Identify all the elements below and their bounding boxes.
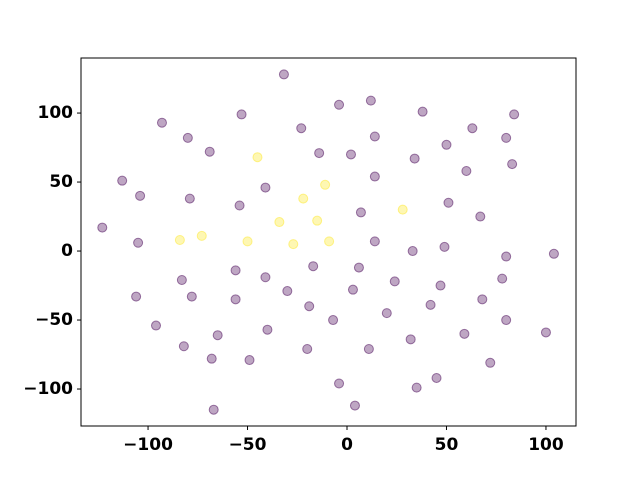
scatter-point bbox=[252, 152, 263, 163]
scatter-point bbox=[151, 320, 162, 331]
scatter-point bbox=[208, 404, 219, 415]
scatter-point bbox=[230, 294, 241, 305]
scatter-point bbox=[244, 355, 255, 366]
scatter-point bbox=[407, 246, 418, 257]
scatter-point bbox=[389, 276, 400, 287]
scatter-point bbox=[334, 378, 345, 389]
scatter-point bbox=[242, 236, 253, 247]
scatter-point bbox=[355, 207, 366, 218]
scatter-point bbox=[314, 148, 325, 159]
x-tick-label: −100 bbox=[123, 435, 173, 455]
scatter-point bbox=[369, 171, 380, 182]
scatter-point bbox=[509, 109, 520, 120]
scatter-point bbox=[349, 400, 360, 411]
scatter-point bbox=[431, 372, 442, 383]
scatter-point bbox=[234, 200, 245, 211]
scatter-point bbox=[467, 123, 478, 134]
scatter-point bbox=[345, 149, 356, 160]
x-tick-label: 50 bbox=[435, 435, 459, 455]
scatter-point bbox=[507, 159, 518, 170]
scatter-point bbox=[497, 273, 508, 284]
y-tick-label: 0 bbox=[61, 241, 73, 261]
scatter-point bbox=[485, 357, 496, 368]
scatter-point bbox=[397, 204, 408, 215]
scatter-point bbox=[324, 236, 335, 247]
scatter-point bbox=[417, 106, 428, 117]
scatter-point bbox=[312, 215, 323, 226]
scatter-point bbox=[441, 139, 452, 150]
scatter-point bbox=[540, 327, 551, 338]
scatter-point bbox=[334, 99, 345, 110]
scatter-point bbox=[278, 69, 289, 80]
x-tick-label: 0 bbox=[341, 435, 353, 455]
scatter-point bbox=[308, 261, 319, 272]
scatter-point bbox=[135, 190, 146, 201]
scatter-point bbox=[435, 280, 446, 291]
scatter-point bbox=[363, 344, 374, 355]
y-tick-label: 100 bbox=[38, 103, 74, 123]
scatter-point bbox=[260, 182, 271, 193]
scatter-point bbox=[133, 237, 144, 248]
y-tick-label: 50 bbox=[49, 172, 73, 192]
scatter-point bbox=[288, 239, 299, 250]
scatter-point bbox=[425, 299, 436, 310]
scatter-point bbox=[405, 334, 416, 345]
scatter-point bbox=[236, 109, 247, 120]
scatter-point bbox=[439, 241, 450, 252]
scatter-point bbox=[548, 248, 559, 259]
scatter-point bbox=[176, 275, 187, 286]
scatter-point bbox=[117, 175, 128, 186]
scatter-point bbox=[304, 301, 315, 312]
scatter-point bbox=[97, 222, 108, 233]
scatter-point bbox=[353, 262, 364, 273]
scatter-point bbox=[282, 286, 293, 297]
scatter-point bbox=[461, 166, 472, 177]
scatter-point bbox=[206, 353, 217, 364]
scatter-point bbox=[459, 328, 470, 339]
scatter-point bbox=[320, 179, 331, 190]
scatter-point bbox=[174, 234, 185, 245]
scatter-point bbox=[501, 132, 512, 143]
scatter-point bbox=[298, 193, 309, 204]
scatter-point bbox=[501, 315, 512, 326]
scatter-point bbox=[501, 251, 512, 262]
scatter-point bbox=[477, 294, 488, 305]
scatter-point bbox=[347, 284, 358, 295]
scatter-point bbox=[328, 315, 339, 326]
y-tick-label: −50 bbox=[35, 310, 73, 330]
plot-frame bbox=[80, 57, 577, 427]
scatter-point bbox=[409, 153, 420, 164]
x-tick-label: −50 bbox=[229, 435, 267, 455]
y-tick-label: −100 bbox=[23, 379, 73, 399]
scatter-point bbox=[302, 344, 313, 355]
scatter-point bbox=[156, 117, 167, 128]
scatter-point bbox=[178, 341, 189, 352]
scatter-point bbox=[365, 95, 376, 106]
scatter-point bbox=[184, 193, 195, 204]
scatter-point bbox=[411, 382, 422, 393]
scatter-point bbox=[260, 272, 271, 283]
scatter-point bbox=[369, 236, 380, 247]
scatter-point bbox=[182, 132, 193, 143]
scatter-point bbox=[196, 230, 207, 241]
scatter-point bbox=[296, 123, 307, 134]
scatter-point bbox=[443, 197, 454, 208]
scatter-point bbox=[475, 211, 486, 222]
scatter-point bbox=[274, 217, 285, 228]
scatter-point bbox=[262, 324, 273, 335]
x-tick-label: 100 bbox=[528, 435, 564, 455]
scatter-point bbox=[186, 291, 197, 302]
scatter-point bbox=[131, 291, 142, 302]
scatter-point bbox=[230, 265, 241, 276]
scatter-point bbox=[204, 146, 215, 157]
scatter-point bbox=[212, 330, 223, 341]
scatter-point bbox=[381, 308, 392, 319]
scatter-point bbox=[369, 131, 380, 142]
